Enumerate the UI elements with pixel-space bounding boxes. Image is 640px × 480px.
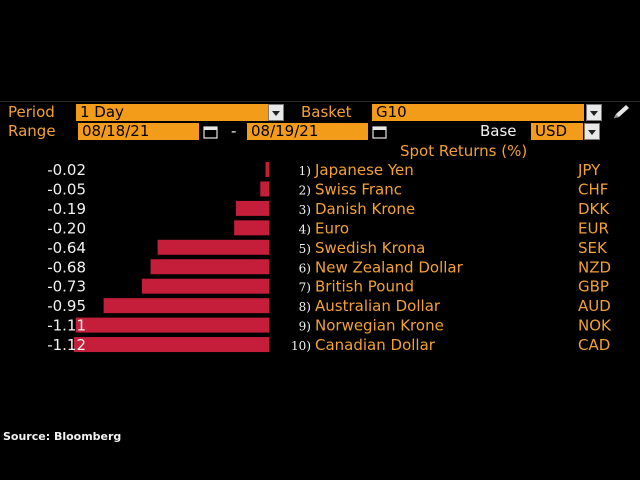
- calendar-icon[interactable]: [203, 125, 218, 139]
- value-label: -0.19: [47, 200, 86, 218]
- currency-code: SEK: [578, 239, 608, 257]
- range-label: Range: [8, 122, 56, 140]
- currency-name: Canadian Dollar: [315, 336, 436, 354]
- bar-gbp: [141, 278, 269, 294]
- bar-eur: [234, 220, 269, 236]
- currency-code: CAD: [578, 336, 610, 354]
- spot-returns-chart: -0.02 1) Japanese Yen JPY -0.05 2) Swiss Franc…: [47, 161, 612, 354]
- currency-code: EUR: [578, 219, 609, 237]
- range-start-field[interactable]: 08/18/21: [78, 123, 199, 140]
- bar-chf: [260, 181, 269, 197]
- range-base-row: Range 08/18/21 - 08/19/21 Base USD: [0, 122, 640, 140]
- value-label: -0.68: [47, 258, 86, 276]
- rank-label: 9): [299, 320, 311, 334]
- currency-code: JPY: [577, 161, 601, 179]
- currency-code: DKK: [578, 200, 610, 218]
- rank-label: 1): [299, 164, 311, 178]
- value-label: -0.95: [47, 297, 86, 315]
- currency-name: British Pound: [315, 278, 414, 296]
- bar-dkk: [235, 200, 269, 216]
- bar-nzd: [150, 259, 269, 275]
- value-label: -1.11: [47, 317, 86, 335]
- source-note: Source: Bloomberg: [3, 430, 122, 443]
- value-label: -0.02: [47, 161, 86, 179]
- period-dropdown-arrow[interactable]: [268, 104, 284, 121]
- currency-code: CHF: [578, 180, 608, 198]
- value-label: -0.73: [47, 278, 86, 296]
- range-separator: -: [231, 122, 237, 140]
- chart-title: Spot Returns (%): [400, 142, 528, 160]
- currency-name: Swedish Krona: [315, 239, 425, 257]
- currency-code: GBP: [578, 278, 609, 296]
- period-select[interactable]: 1 Day: [76, 104, 268, 121]
- currency-name: Danish Krone: [315, 200, 415, 218]
- range-end-field[interactable]: 08/19/21: [247, 123, 368, 140]
- rank-label: 3): [299, 203, 311, 217]
- currency-name: New Zealand Dollar: [315, 258, 464, 276]
- rank-label: 7): [299, 281, 311, 295]
- period-basket-row: Period 1 Day Basket G10: [0, 103, 640, 121]
- rank-label: 8): [299, 300, 311, 314]
- currency-code: NOK: [578, 317, 612, 335]
- currency-name: Euro: [315, 219, 349, 237]
- rank-label: 4): [299, 222, 311, 236]
- currency-code: NZD: [578, 258, 611, 276]
- currency-name: Swiss Franc: [315, 180, 402, 198]
- basket-dropdown-arrow[interactable]: [586, 104, 602, 121]
- calendar-icon[interactable]: [372, 125, 387, 139]
- base-dropdown-arrow[interactable]: [584, 123, 600, 140]
- value-label: -0.64: [47, 239, 86, 257]
- basket-select[interactable]: G10: [372, 104, 584, 121]
- bar-nok: [75, 317, 269, 333]
- bar-sek: [157, 239, 269, 255]
- rank-label: 6): [299, 261, 311, 275]
- bar-jpy: [265, 162, 269, 177]
- period-label: Period: [8, 103, 55, 121]
- base-select[interactable]: USD: [531, 123, 583, 140]
- rank-label: 5): [299, 242, 311, 256]
- pencil-icon[interactable]: [610, 103, 632, 121]
- bar-aud: [103, 298, 270, 314]
- top-divider: [0, 101, 640, 102]
- base-label: Base: [480, 122, 517, 140]
- currency-name: Japanese Yen: [314, 161, 414, 179]
- rank-label: 10): [291, 339, 311, 353]
- bar-cad: [74, 337, 269, 353]
- currency-code: AUD: [578, 297, 611, 315]
- rank-label: 2): [299, 183, 311, 197]
- value-label: -0.20: [47, 219, 86, 237]
- currency-name: Norwegian Krone: [315, 317, 444, 335]
- value-label: -1.12: [47, 336, 86, 354]
- value-label: -0.05: [47, 180, 86, 198]
- basket-label: Basket: [301, 103, 352, 121]
- currency-name: Australian Dollar: [315, 297, 441, 315]
